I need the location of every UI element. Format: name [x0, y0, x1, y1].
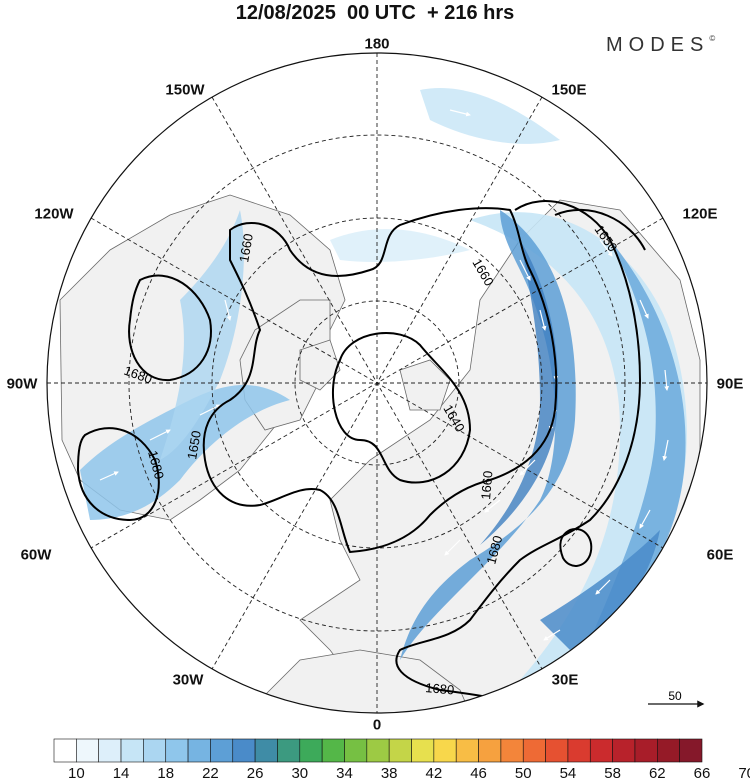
lon-label-30w: 30W — [172, 671, 204, 689]
colorbar-swatch — [455, 738, 479, 763]
colorbar-swatch — [366, 738, 390, 763]
contour-label: 1660 — [478, 470, 495, 500]
jet-far-east — [590, 240, 686, 640]
colorbar-swatch — [388, 738, 412, 763]
contour-1680-west-a — [128, 274, 212, 382]
colorbar-tick-label: 34 — [336, 765, 353, 782]
jet-center — [330, 229, 470, 262]
contour-label: 1680 — [425, 680, 455, 697]
colorbar-swatch — [76, 738, 99, 763]
colorbar-tick-label: 42 — [425, 765, 443, 782]
colorbar-swatch — [120, 738, 144, 763]
colorbar-swatch — [53, 738, 77, 763]
colorbar-swatch — [210, 738, 234, 763]
height-contours — [76, 200, 646, 711]
colorbar — [53, 738, 703, 763]
colorbar-tick-label: 58 — [604, 765, 621, 782]
colorbar-swatch — [589, 738, 613, 763]
contour-1680-west-b — [76, 427, 160, 522]
map-disc: 1660 1660 1680 1680 1650 1650 1640 1660 … — [47, 53, 707, 713]
colorbar-swatch — [522, 738, 546, 763]
colorbar-swatch — [344, 738, 368, 763]
colorbar-tick-label: 30 — [291, 765, 309, 782]
colorbar-swatch — [321, 738, 345, 763]
colorbar-swatch — [478, 738, 502, 763]
colorbar-swatch — [545, 738, 569, 763]
colorbar-swatch — [187, 738, 211, 763]
jet-east-inner — [480, 240, 559, 545]
colorbar-tick-label: 10 — [68, 765, 85, 782]
contour-label: 1660 — [236, 232, 256, 263]
lon-label-150w: 150W — [165, 81, 205, 99]
colorbar-swatch — [143, 738, 167, 763]
colorbar-tick-label: 18 — [157, 765, 175, 782]
colorbar-swatch — [679, 738, 703, 763]
graticule — [47, 53, 707, 713]
colorbar-swatch — [567, 738, 591, 763]
contour-label: 1650 — [184, 429, 204, 460]
colorbar-swatch — [433, 738, 457, 763]
contour-label: 1680 — [145, 449, 167, 481]
contour-1640-low — [332, 332, 472, 484]
modes-logo: MODES© — [606, 34, 716, 56]
contour-1680-blob — [559, 528, 593, 567]
colorbar-tick-label: 46 — [470, 765, 487, 782]
lon-label-90w: 90W — [6, 375, 38, 393]
lon-label-180: 180 — [364, 35, 390, 53]
colorbar-swatch — [98, 738, 122, 763]
arctic-islands — [299, 339, 341, 391]
colorbar-tick-label: 66 — [693, 765, 711, 782]
colorbar-swatch — [657, 738, 680, 763]
lon-label-150e: 150E — [551, 81, 587, 99]
contour-1650-east — [554, 209, 646, 251]
colorbar-tick-labels: 10 14 18 22 26 30 34 38 42 46 50 54 58 62 66 70 — [0, 765, 750, 782]
lon-label-120w: 120W — [34, 205, 74, 223]
colorbar-tick-label: 62 — [648, 765, 666, 782]
lon-label-0: 0 — [372, 716, 382, 734]
lon-label-30e: 30E — [551, 671, 579, 689]
map-border — [46, 52, 708, 714]
wind-vectors — [99, 109, 670, 641]
colorbar-tick-label: 14 — [112, 765, 130, 782]
colorbar-swatch — [254, 738, 278, 763]
colorbar-tick-label: 38 — [380, 765, 398, 782]
colorbar-tick-label: 70 — [738, 765, 750, 782]
colorbar-swatch — [232, 738, 256, 763]
colorbar-tick-label: 54 — [559, 765, 577, 782]
contour-1660-main — [202, 207, 558, 554]
africa-north — [249, 649, 471, 713]
lon-label-120e: 120E — [682, 205, 718, 223]
contour-label: 1680 — [483, 534, 505, 566]
colorbar-tick-label: 50 — [514, 765, 532, 782]
lon-label-60w: 60W — [20, 546, 52, 564]
colorbar-tick-label: 26 — [246, 765, 264, 782]
colorbar-swatch — [277, 738, 301, 763]
reference-vector-label: 50 — [668, 689, 682, 703]
jet-west — [80, 385, 290, 520]
map-title: 12/08/2025 00 UTC + 216 hrs — [235, 2, 515, 24]
colorbar-swatch — [500, 738, 524, 763]
colorbar-tick-label: 22 — [202, 765, 219, 782]
lon-label-90e: 90E — [716, 375, 744, 393]
jet-west-2 — [160, 210, 244, 460]
contour-1680-east — [395, 200, 642, 711]
colorbar-swatch — [634, 738, 658, 763]
arctic-islands-2 — [399, 359, 451, 411]
colorbar-swatch — [612, 738, 636, 763]
jet-north — [420, 88, 560, 144]
colorbar-swatch — [165, 738, 189, 763]
lon-label-60e: 60E — [706, 546, 734, 564]
colorbar-swatch — [411, 738, 435, 763]
colorbar-swatch — [299, 738, 323, 763]
